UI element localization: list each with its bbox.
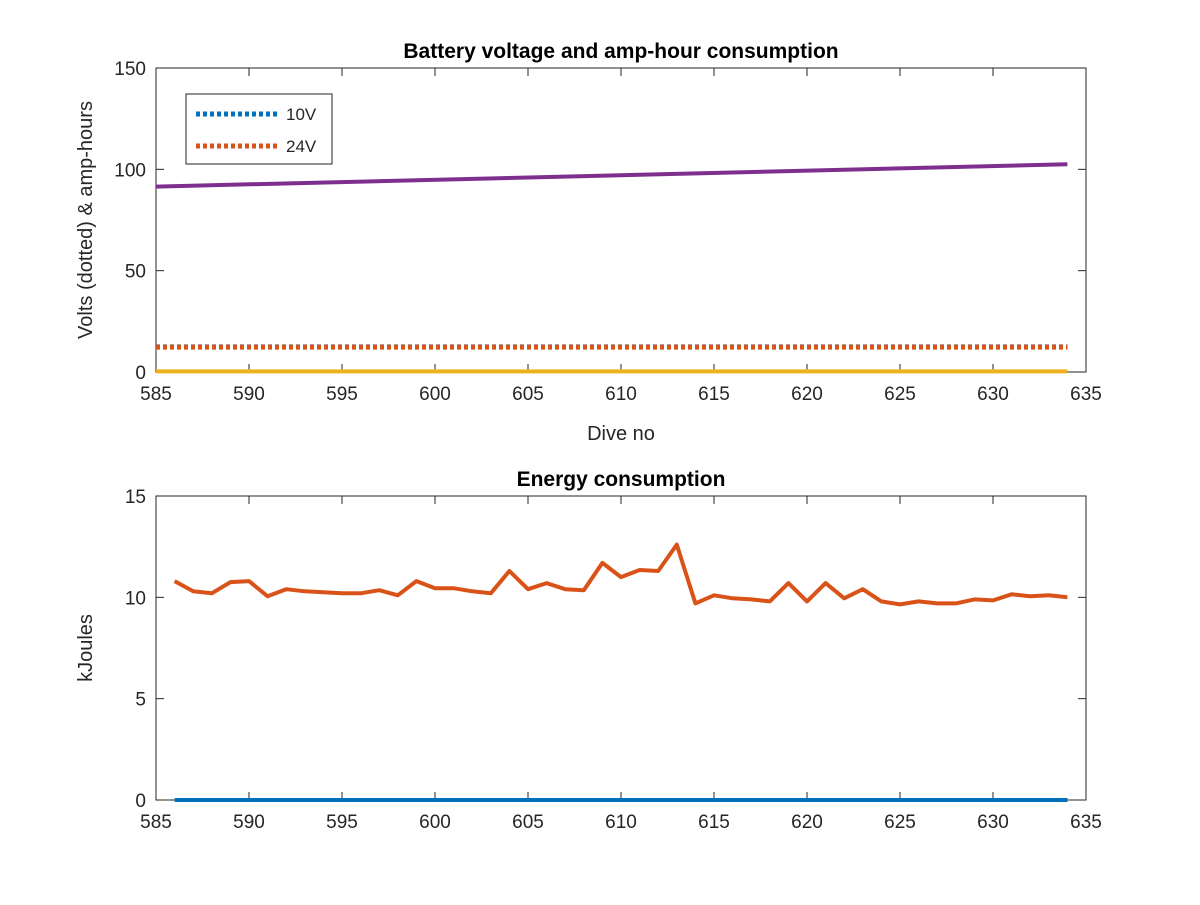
top-ytick-label: 0: [135, 363, 146, 384]
top-xtick-label: 600: [419, 384, 451, 405]
bottom-axes-box: [155, 495, 1087, 801]
bottom-xtick-label: 605: [512, 812, 544, 833]
top-y-axis-label: Volts (dotted) & amp-hours: [75, 101, 97, 339]
top-axes: 585 590 595 600 605 610 615 620 625 630 635 0 50 100 1…: [75, 40, 1102, 445]
bottom-xtick-label: 600: [419, 812, 451, 833]
bottom-ytick-label: 15: [125, 487, 146, 508]
top-ytick-label: 150: [114, 59, 146, 80]
top-xtick-label: 635: [1070, 384, 1102, 405]
top-xtick-label: 605: [512, 384, 544, 405]
bottom-xtick-label: 635: [1070, 812, 1102, 833]
bottom-ytick-label: 0: [135, 791, 146, 812]
bottom-ytick-label: 10: [125, 588, 146, 609]
top-xtick-label: 595: [326, 384, 358, 405]
bottom-series-line-0: [173, 542, 1068, 607]
top-series-line-2: [155, 162, 1068, 189]
top-xtick-label: 630: [977, 384, 1009, 405]
top-xtick-label: 590: [233, 384, 265, 405]
bottom-xtick-label: 625: [884, 812, 916, 833]
bottom-chart-title: Energy consumption: [517, 468, 726, 491]
top-xtick-label: 620: [791, 384, 823, 405]
top-xtick-label: 610: [605, 384, 637, 405]
top-legend: 10V 24V: [185, 93, 333, 165]
bottom-axes: 585 590 595 600 605 610 615 620 625 630 635 0 5 10 15 E…: [75, 468, 1102, 833]
bottom-xtick-label: 585: [140, 812, 172, 833]
bottom-xtick-label: 595: [326, 812, 358, 833]
bottom-xtick-label: 590: [233, 812, 265, 833]
top-chart-title: Battery voltage and amp-hour consumption: [403, 40, 838, 63]
bottom-xtick-label: 630: [977, 812, 1009, 833]
bottom-xtick-label: 615: [698, 812, 730, 833]
bottom-xtick-label: 620: [791, 812, 823, 833]
top-xtick-label: 625: [884, 384, 916, 405]
bottom-y-axis-label: kJoules: [75, 614, 97, 682]
top-xtick-label: 615: [698, 384, 730, 405]
legend-label-24v: 24V: [286, 137, 317, 156]
top-x-axis-label: Dive no: [587, 423, 655, 445]
top-ytick-label: 50: [125, 262, 146, 283]
bottom-xtick-label: 610: [605, 812, 637, 833]
legend-label-10v: 10V: [286, 105, 317, 124]
top-ytick-label: 100: [114, 160, 146, 181]
top-xtick-label: 585: [140, 384, 172, 405]
bottom-ytick-label: 5: [135, 690, 146, 711]
legend-box: [185, 93, 333, 165]
